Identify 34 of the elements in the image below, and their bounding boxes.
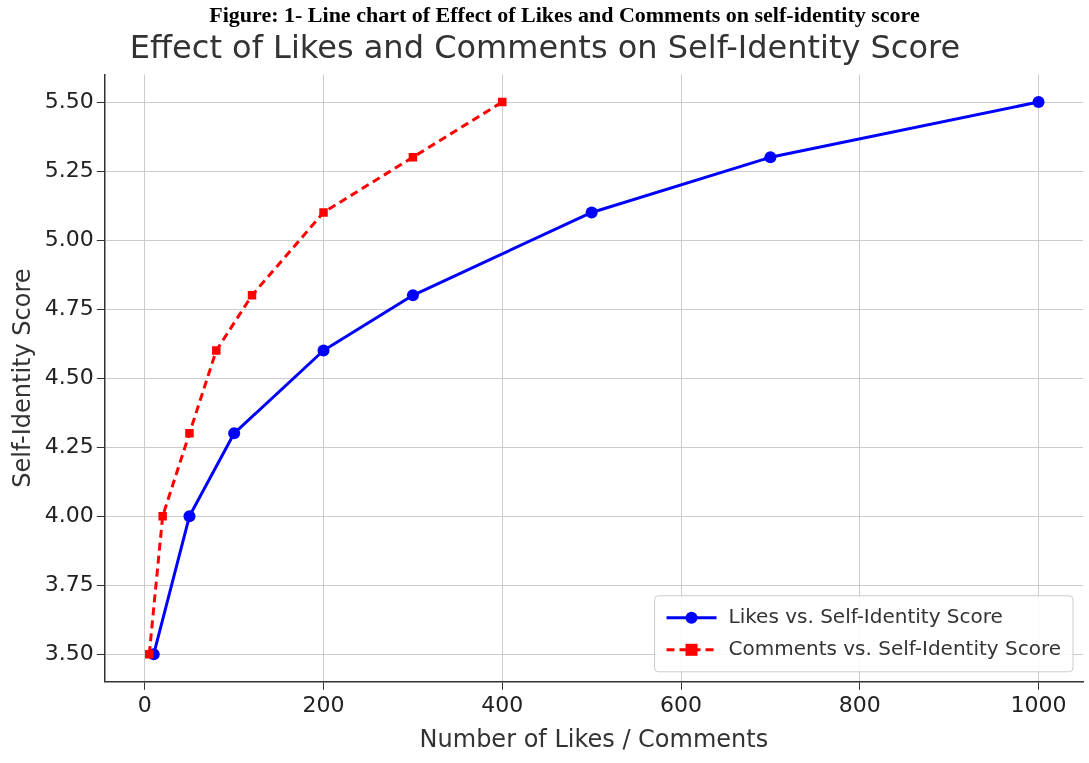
y-tick-label: 5.00 xyxy=(44,225,94,251)
x-tick-label: 800 xyxy=(838,691,881,717)
point xyxy=(158,511,167,521)
point xyxy=(228,427,241,440)
x-tick-label: 600 xyxy=(660,691,703,717)
y-tick-label: 5.25 xyxy=(44,156,94,182)
y-tick-label: 3.50 xyxy=(44,639,94,665)
x-tick-label: 1000 xyxy=(1010,691,1067,717)
x-tick-label: 0 xyxy=(137,691,152,717)
point xyxy=(498,97,507,107)
x-tick-label: 400 xyxy=(481,691,524,717)
point xyxy=(319,208,328,217)
point xyxy=(406,289,419,302)
point xyxy=(183,510,196,523)
y-axis-title: Self-Identity Score xyxy=(7,268,36,488)
x-tick-label: 200 xyxy=(302,691,345,717)
y-tick-label: 4.75 xyxy=(44,294,94,320)
x-axis-title: Number of Likes / Comments xyxy=(419,724,769,753)
point xyxy=(1032,96,1045,109)
point xyxy=(212,346,221,355)
point xyxy=(317,344,330,357)
chart-title: Effect of Likes and Comments on Self-Identity Score xyxy=(129,27,961,66)
legend-label: Likes vs. Self-Identity Score xyxy=(728,604,1003,628)
legend-label: Comments vs. Self-Identity Score xyxy=(728,636,1061,660)
point xyxy=(764,151,777,164)
y-tick-label: 3.75 xyxy=(44,570,94,596)
y-tick-label: 4.50 xyxy=(44,363,94,389)
point xyxy=(185,429,194,438)
text: Figure: 1- Line chart of Effect of Likes and Comments on self-identity score xyxy=(209,2,920,27)
point xyxy=(247,291,257,300)
point xyxy=(585,206,598,219)
y-tick-label: 5.50 xyxy=(44,87,94,113)
y-tick-label: 4.25 xyxy=(44,432,94,458)
y-tick-label: 4.00 xyxy=(44,501,94,527)
